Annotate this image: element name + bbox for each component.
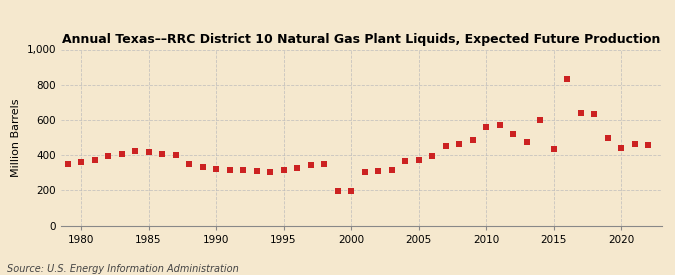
Point	[76, 160, 86, 164]
Point	[251, 169, 262, 174]
Point	[575, 111, 586, 116]
Point	[440, 144, 451, 148]
Point	[211, 167, 221, 171]
Point	[589, 112, 599, 117]
Point	[184, 161, 194, 166]
Point	[602, 136, 613, 140]
Point	[278, 168, 289, 172]
Point	[224, 168, 235, 173]
Point	[508, 132, 518, 136]
Point	[535, 118, 545, 122]
Point	[548, 147, 559, 152]
Point	[332, 188, 343, 193]
Point	[454, 142, 464, 146]
Point	[346, 189, 356, 193]
Point	[103, 154, 113, 158]
Point	[143, 150, 154, 154]
Point	[305, 163, 316, 167]
Point	[643, 143, 653, 147]
Point	[494, 123, 505, 127]
Point	[400, 158, 410, 163]
Text: Source: U.S. Energy Information Administration: Source: U.S. Energy Information Administ…	[7, 264, 238, 274]
Point	[116, 152, 127, 156]
Point	[413, 157, 424, 162]
Point	[373, 169, 383, 173]
Point	[265, 170, 275, 174]
Point	[197, 165, 208, 169]
Point	[386, 167, 397, 172]
Point	[629, 142, 640, 146]
Point	[562, 77, 572, 81]
Point	[62, 161, 73, 166]
Point	[130, 148, 140, 153]
Point	[157, 152, 167, 156]
Point	[319, 162, 329, 166]
Point	[292, 166, 302, 170]
Point	[49, 161, 59, 165]
Point	[427, 154, 437, 158]
Point	[89, 157, 100, 162]
Point	[238, 168, 248, 173]
Point	[481, 125, 491, 130]
Point	[467, 138, 478, 142]
Point	[616, 146, 626, 150]
Y-axis label: Million Barrels: Million Barrels	[11, 98, 21, 177]
Point	[521, 140, 532, 145]
Point	[170, 153, 181, 157]
Point	[359, 170, 370, 174]
Title: Annual Texas––RRC District 10 Natural Gas Plant Liquids, Expected Future Product: Annual Texas––RRC District 10 Natural Ga…	[62, 32, 660, 46]
